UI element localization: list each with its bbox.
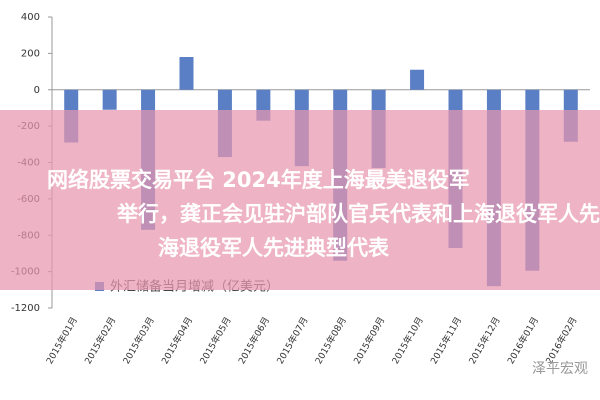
x-tick-label: 2015年04月 — [159, 315, 196, 366]
bar — [179, 57, 194, 90]
x-tick-label: 2015年07月 — [274, 315, 311, 366]
x-tick-label: 2015年03月 — [120, 315, 157, 366]
y-tick-label: 400 — [21, 12, 40, 23]
y-tick-label: 0 — [34, 85, 40, 96]
x-tick-label: 2015年06月 — [236, 315, 273, 366]
watermark: 泽平宏观 — [532, 361, 588, 377]
x-tick-label: 2015年02月 — [82, 315, 119, 366]
x-tick-label: 2015年11月 — [428, 315, 465, 366]
y-tick-label: -1200 — [11, 303, 40, 314]
x-tick-label: 2015年01月 — [43, 315, 80, 366]
overlay-band — [0, 110, 600, 290]
overlay-text: 海退役军人先进典型代表 — [158, 236, 389, 260]
overlay-text: 举行，龚正会见驻沪部队官兵代表和上海退役军人先 — [117, 202, 600, 226]
y-tick-label: 200 — [21, 48, 40, 59]
x-tick-label: 2015年10月 — [389, 315, 426, 366]
x-tick-label: 2015年12月 — [466, 315, 503, 366]
overlay-text: 网络股票交易平台 2024年度上海最美退役军 — [47, 168, 470, 192]
x-tick-label: 2015年09月 — [351, 315, 388, 366]
x-tick-label: 2015年05月 — [197, 315, 234, 366]
x-tick-label: 2015年08月 — [312, 315, 349, 366]
bar — [410, 69, 425, 90]
bar — [102, 89, 117, 110]
